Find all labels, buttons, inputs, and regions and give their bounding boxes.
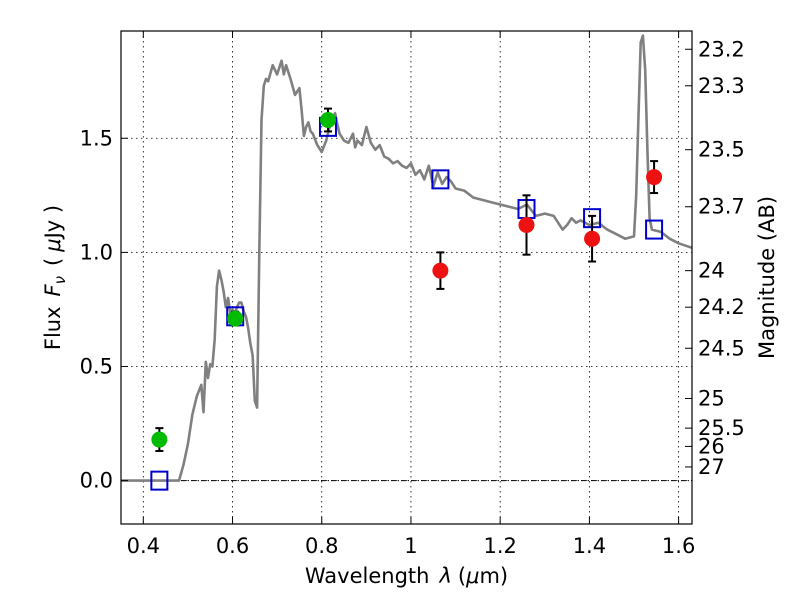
magnitude-tick-label: 24.2 [698, 295, 745, 319]
model-square [150, 470, 169, 491]
magnitude-tick-label: 24 [698, 259, 725, 283]
y-tick-label: 0.0 [80, 469, 113, 493]
red-point [432, 262, 449, 279]
magnitude-tick-label: 23.7 [698, 195, 745, 219]
x-tick-label: 1.2 [483, 534, 516, 558]
plot-frame [120, 30, 693, 525]
magnitude-tick-label: 25.5 [698, 416, 745, 440]
model-square [431, 169, 450, 190]
data-markers [150, 107, 664, 491]
magnitude-tick-label: 23.2 [698, 37, 745, 61]
x-tick-label: 0.8 [305, 534, 338, 558]
axis-ticks: 0.4 0.6 0.8 1 1.2 1.4 1.6 0.0 0.5 1.0 1.5 23.2 23.3 2… [80, 31, 745, 558]
x-tick-label: 0.6 [216, 534, 249, 558]
y-tick-label: 1.0 [80, 240, 113, 264]
grid [121, 31, 692, 524]
x-tick-label: 1.4 [573, 534, 606, 558]
red-point [518, 217, 535, 234]
magnitude-tick-label: 25 [698, 386, 725, 410]
magnitude-axis-label: Magnitude (AB) [755, 196, 779, 359]
y-axis-label: FluxFν(μJy ) [41, 205, 69, 350]
model-square [645, 219, 664, 240]
y-tick-label: 1.5 [80, 126, 113, 150]
green-point [151, 431, 168, 448]
red-point [646, 169, 663, 186]
red-point [584, 230, 601, 247]
magnitude-tick-label: 27 [698, 455, 725, 479]
x-tick-label: 0.4 [127, 534, 160, 558]
green-point [319, 112, 336, 129]
x-axis-label: Wavelength λ (μm) [305, 564, 508, 588]
magnitude-tick-label: 23.3 [698, 74, 745, 98]
x-tick-label: 1.6 [662, 534, 695, 558]
x-tick-label: 1 [404, 534, 417, 558]
magnitude-tick-label: 23.5 [698, 138, 745, 162]
y-tick-label: 0.5 [80, 355, 113, 379]
magnitude-tick-label: 26 [698, 434, 725, 458]
magnitude-tick-label: 24.5 [698, 336, 745, 360]
green-point [227, 310, 244, 327]
